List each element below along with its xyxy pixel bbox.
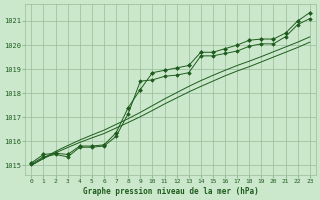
X-axis label: Graphe pression niveau de la mer (hPa): Graphe pression niveau de la mer (hPa) (83, 187, 259, 196)
